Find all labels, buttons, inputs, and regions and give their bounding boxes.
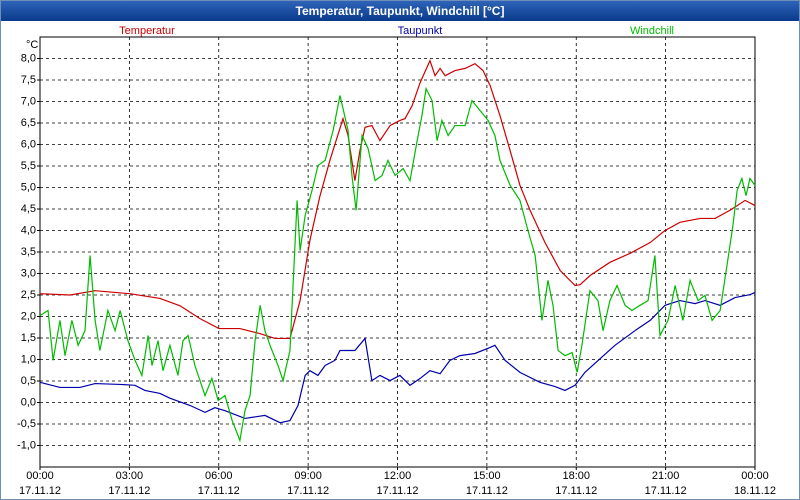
series-line: [39, 291, 756, 424]
x-tick-date: 17.11.12: [466, 485, 508, 497]
x-tick-date: 17.11.12: [19, 485, 61, 497]
x-tick-label: 18:00: [562, 470, 590, 482]
chart-title: Temperatur, Taupunkt, Windchill [°C]: [1, 1, 799, 21]
y-tick-label: 3,0: [21, 267, 36, 279]
legend-entry: Taupunkt: [398, 25, 443, 37]
x-tick-date: 17.11.12: [645, 485, 687, 497]
y-tick-label: 1,0: [21, 353, 36, 365]
y-tick-label: 1,5: [21, 332, 36, 344]
x-tick-label: 21:00: [652, 470, 680, 482]
x-tick-label: 12:00: [384, 470, 412, 482]
y-tick-label: 5,5: [21, 160, 36, 172]
legend-entry: Temperatur: [119, 25, 175, 37]
y-tick-label: 6,0: [21, 138, 36, 150]
y-tick-label: 4,0: [21, 224, 36, 236]
y-tick-label: -1,0: [17, 439, 36, 451]
y-axis-label: °C: [26, 39, 38, 51]
x-tick-label: 09:00: [294, 470, 322, 482]
y-tick-label: 0,0: [21, 396, 36, 408]
y-tick-label: 7,5: [21, 74, 36, 86]
x-tick-date: 17.11.12: [287, 485, 329, 497]
x-tick-label: 00:00: [741, 470, 769, 482]
x-tick-date: 17.11.12: [198, 485, 240, 497]
y-tick-label: 7,0: [21, 95, 36, 107]
y-tick-label: 3,5: [21, 246, 36, 258]
x-tick-label: 03:00: [116, 470, 144, 482]
x-tick-date: 18.11.12: [734, 485, 776, 497]
y-tick-label: 8,0: [21, 52, 36, 64]
y-tick-label: 6,5: [21, 117, 36, 129]
x-tick-label: 00:00: [26, 470, 54, 482]
y-tick-label: 4,5: [21, 203, 36, 215]
legend-entry: Windchill: [630, 25, 674, 37]
y-tick-label: 5,0: [21, 181, 36, 193]
x-tick-label: 15:00: [473, 470, 501, 482]
series-line: [39, 59, 756, 340]
y-tick-label: 2,0: [21, 310, 36, 322]
x-tick-date: 17.11.12: [376, 485, 418, 497]
series-line: [39, 86, 756, 443]
y-tick-label: 0,5: [21, 375, 36, 387]
x-tick-date: 17.11.12: [555, 485, 597, 497]
x-tick-label: 06:00: [205, 470, 233, 482]
y-tick-label: 2,5: [21, 289, 36, 301]
y-tick-label: -0,5: [17, 418, 36, 430]
x-tick-date: 17.11.12: [108, 485, 150, 497]
